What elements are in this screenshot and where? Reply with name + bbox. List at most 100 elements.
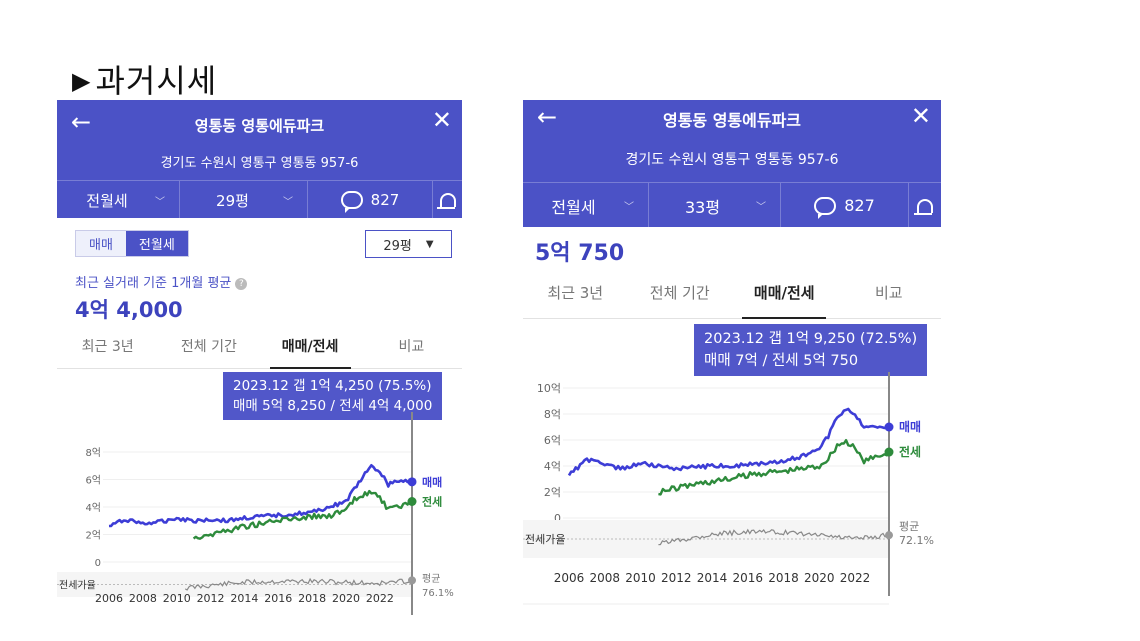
- ratio-line: [184, 577, 413, 591]
- legend-sale: 매매: [422, 475, 442, 489]
- y-tick-label: 2억: [85, 530, 101, 542]
- tab-compare[interactable]: 비교: [398, 339, 425, 355]
- avg-label: 평균: [422, 573, 440, 585]
- x-tick-label: 2022: [366, 592, 394, 605]
- toggle-rent[interactable]: 전월세: [125, 231, 188, 256]
- size-select[interactable]: 29평 ▼: [365, 230, 452, 258]
- tab-recent-3y[interactable]: 최근 3년: [81, 339, 134, 355]
- chevron-down-icon: ﹀: [624, 202, 634, 213]
- toggle-sale[interactable]: 매매: [89, 238, 113, 253]
- header-toolbar: 전월세 ﹀ 33평 ﹀ 827: [523, 182, 941, 228]
- tooltip-line-2: 매매 7억 / 전세 5억 750: [704, 353, 859, 369]
- x-tick-label: 2020: [332, 592, 360, 605]
- x-tick-label: 2012: [197, 592, 225, 605]
- slide-title: ▶ 과거시세: [72, 56, 217, 102]
- header-toolbar: 전월세 ﹀ 29평 ﹀ 827: [57, 180, 462, 219]
- x-tick-label: 2008: [129, 592, 157, 605]
- comments-button[interactable]: 827: [781, 183, 909, 228]
- price-history-panel-29: ← 영통동 영통에듀파크 ✕ 경기도 수원시 영통구 영통동 957-6 전월세…: [57, 100, 462, 615]
- tab-recent-3y[interactable]: 최근 3년: [547, 284, 604, 302]
- avg-label: 평균: [899, 520, 919, 533]
- x-tick-label: 2006: [554, 571, 585, 585]
- ratio-line: [658, 528, 890, 546]
- tooltip-line-1: 2023.12 갭 1억 4,250 (75.5%): [233, 378, 432, 394]
- x-tick-label: 2014: [230, 592, 258, 605]
- trade-type-dropdown[interactable]: 전월세 ﹀: [523, 183, 649, 228]
- slide-title-text: 과거시세: [95, 62, 218, 100]
- y-tick-label: 6억: [85, 475, 101, 487]
- size-dropdown[interactable]: 29평 ﹀: [180, 181, 308, 219]
- trade-type-label: 전월세: [551, 197, 596, 217]
- ratio-label: 전세가율: [59, 580, 96, 592]
- tab-compare[interactable]: 비교: [874, 284, 903, 302]
- rent-end-dot: [884, 447, 894, 457]
- x-tick-label: 2018: [768, 571, 799, 585]
- ratio-label: 전세가율: [525, 533, 565, 546]
- x-tick-label: 2010: [625, 571, 656, 585]
- close-icon[interactable]: ✕: [910, 102, 931, 130]
- tab-sale-rent[interactable]: 매매/전세: [732, 282, 837, 319]
- tooltip-line-2: 매매 5억 8,250 / 전세 4억 4,000: [233, 398, 433, 414]
- help-icon[interactable]: ?: [235, 278, 248, 290]
- y-tick-label: 6억: [544, 434, 561, 447]
- x-tick-label: 2022: [840, 571, 871, 585]
- trade-type-label: 전월세: [86, 191, 128, 210]
- trade-toggle: 매매 전월세: [75, 230, 189, 257]
- recent-average-text: 최근 실거래 기준 1개월 평균: [75, 276, 232, 291]
- comments-button[interactable]: 827: [308, 181, 433, 219]
- size-select-value: 29평: [383, 238, 412, 254]
- bell-icon: [914, 198, 933, 215]
- tab-all-period[interactable]: 전체 기간: [180, 339, 237, 355]
- sale-end-dot: [884, 422, 894, 432]
- alert-button[interactable]: [433, 181, 462, 219]
- x-tick-label: 2012: [661, 571, 692, 585]
- y-tick-label: 0: [554, 512, 561, 525]
- bell-icon: [436, 193, 456, 209]
- x-tick-label: 2020: [804, 571, 835, 585]
- rent-end-dot: [407, 497, 417, 506]
- tab-all-period[interactable]: 전체 기간: [649, 284, 710, 302]
- ratio-end-dot: [408, 576, 416, 585]
- chart-tooltip: 2023.12 갭 1억 4,250 (75.5%) 매매 5억 8,250 /…: [223, 372, 443, 420]
- size-dropdown[interactable]: 33평 ﹀: [649, 183, 781, 228]
- x-tick-label: 2016: [732, 571, 763, 585]
- ratio-end-dot: [885, 531, 893, 540]
- back-arrow-icon[interactable]: ←: [71, 108, 92, 136]
- back-arrow-icon[interactable]: ←: [537, 103, 558, 131]
- panel-header: ← 영통동 영통에듀파크 ✕ 경기도 수원시 영통구 영통동 957-6 전월세…: [523, 100, 941, 228]
- rent-series-line: [658, 439, 890, 496]
- y-tick-label: 10억: [537, 382, 561, 395]
- complex-title: 영통동 영통에듀파크: [194, 117, 325, 135]
- panel-header: ← 영통동 영통에듀파크 ✕ 경기도 수원시 영통구 영통동 957-6 전월세…: [57, 100, 462, 219]
- sale-series-line: [108, 464, 413, 528]
- trade-type-dropdown[interactable]: 전월세 ﹀: [57, 181, 180, 219]
- alert-button[interactable]: [909, 183, 941, 228]
- chevron-down-icon: ﹀: [155, 196, 165, 208]
- complex-address: 경기도 수원시 영통구 영통동 957-6: [160, 156, 359, 171]
- period-tabs: 최근 3년 전체 기간 매매/전세 비교: [523, 282, 941, 319]
- x-tick-label: 2010: [163, 592, 191, 605]
- speech-bubble-icon: [340, 191, 363, 213]
- tooltip-line-1: 2023.12 갭 1억 9,250 (72.5%): [704, 331, 918, 347]
- x-tick-label: 2018: [298, 592, 326, 605]
- recent-average-label: 최근 실거래 기준 1개월 평균?: [75, 272, 248, 291]
- comment-count: 827: [370, 191, 400, 209]
- x-tick-label: 2014: [697, 571, 728, 585]
- caret-down-icon: ▼: [425, 238, 434, 250]
- price-history-panel-33: ← 영통동 영통에듀파크 ✕ 경기도 수원시 영통구 영통동 957-6 전월세…: [523, 100, 941, 615]
- chevron-down-icon: ﹀: [283, 196, 293, 208]
- y-tick-label: 4억: [544, 460, 561, 473]
- sale-series-line: [567, 407, 890, 477]
- x-tick-label: 2008: [589, 571, 620, 585]
- size-label: 29평: [216, 191, 249, 210]
- average-price: 4억 4,000: [75, 298, 183, 322]
- tab-sale-rent[interactable]: 매매/전세: [260, 336, 361, 369]
- speech-bubble-icon: [814, 196, 837, 219]
- complex-address: 경기도 수원시 영통구 영통동 957-6: [625, 152, 839, 168]
- size-label: 33평: [684, 197, 721, 217]
- y-tick-label: 4억: [85, 502, 101, 514]
- sale-end-dot: [407, 477, 417, 487]
- close-icon[interactable]: ✕: [431, 106, 452, 134]
